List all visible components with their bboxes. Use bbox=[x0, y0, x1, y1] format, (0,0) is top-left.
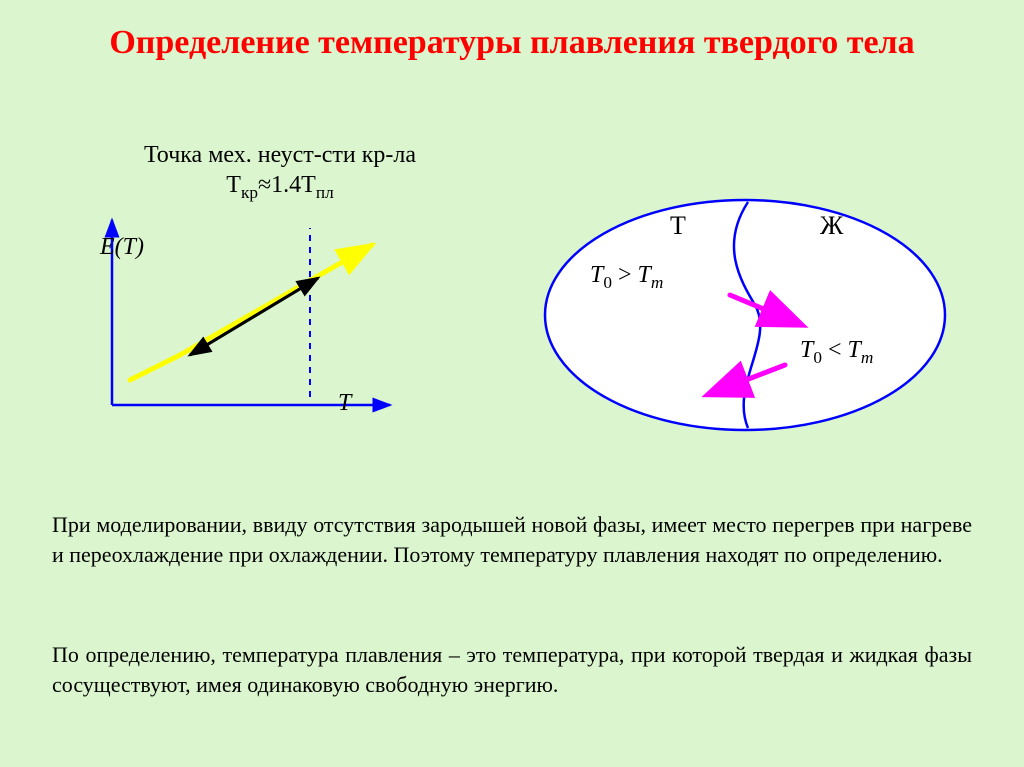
paragraph-1: При моделировании, ввиду отсутствия заро… bbox=[52, 510, 972, 569]
solid-phase-label: Т bbox=[670, 210, 686, 243]
left-diagram-caption: Точка мех. неуст-сти кр-ла Tкр≈1.4Tпл bbox=[115, 140, 445, 203]
paragraph-2: По определению, температура плавления – … bbox=[52, 640, 972, 699]
slide-title: Определение температуры плавления твердо… bbox=[0, 22, 1024, 65]
caption-line1: Точка мех. неуст-сти кр-ла bbox=[144, 142, 416, 168]
caption-line2: Tкр≈1.4Tпл bbox=[226, 172, 333, 198]
phase-ellipse-diagram bbox=[530, 190, 970, 450]
right-diagram bbox=[530, 190, 970, 450]
liquid-phase-label: Ж bbox=[820, 210, 843, 243]
slide: Определение температуры плавления твердо… bbox=[0, 0, 1024, 767]
y-axis-label: E(T) bbox=[100, 232, 144, 262]
inequality-upper: T0 > Tm bbox=[590, 260, 663, 293]
inequality-lower: T0 < Tm bbox=[800, 335, 873, 368]
x-axis-label: T bbox=[338, 388, 351, 418]
